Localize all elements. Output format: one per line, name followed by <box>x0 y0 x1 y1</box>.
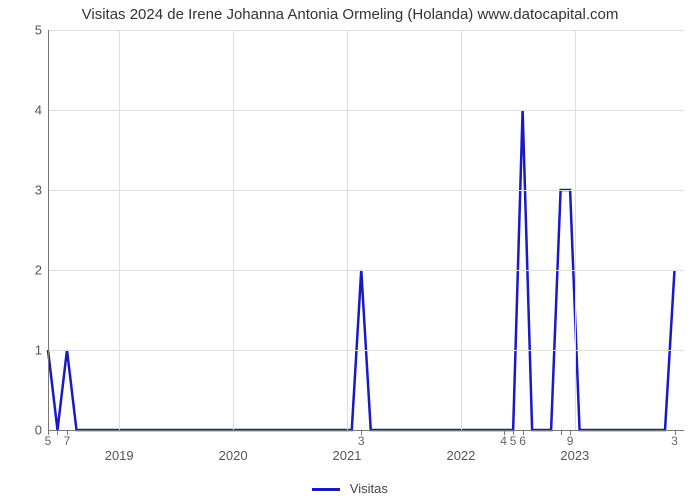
ytick-label: 5 <box>35 23 48 38</box>
xtick-minor: 3 <box>358 430 365 448</box>
gridline-v <box>461 30 462 430</box>
gridline-v <box>233 30 234 430</box>
legend-swatch <box>312 488 340 491</box>
xtick-year: 2023 <box>560 430 589 463</box>
ytick-label: 4 <box>35 103 48 118</box>
gridline-h <box>48 350 684 351</box>
xtick-minor: 7 <box>64 430 71 448</box>
ytick-label: 1 <box>35 343 48 358</box>
axis-line <box>48 430 684 431</box>
legend-label: Visitas <box>350 481 388 496</box>
gridline-v <box>347 30 348 430</box>
gridline-v <box>575 30 576 430</box>
xtick-minor: 4 <box>500 430 507 448</box>
xtick-minor: 5 <box>45 430 52 448</box>
series-line <box>48 30 684 430</box>
gridline-h <box>48 30 684 31</box>
legend: Visitas <box>0 481 700 496</box>
plot-area: 0123452019202020212022202357345693 <box>48 30 684 430</box>
xtick-minor: 9 <box>567 430 574 448</box>
gridline-h <box>48 190 684 191</box>
chart-title: Visitas 2024 de Irene Johanna Antonia Or… <box>0 6 700 23</box>
gridline-v <box>119 30 120 430</box>
xtick-minor: 6 <box>519 430 526 448</box>
gridline-h <box>48 110 684 111</box>
ytick-label: 2 <box>35 263 48 278</box>
ytick-label: 3 <box>35 183 48 198</box>
xtick-year: 2022 <box>446 430 475 463</box>
xtick-year: 2020 <box>219 430 248 463</box>
xtick-minor: 5 <box>510 430 517 448</box>
xtick-year: 2019 <box>105 430 134 463</box>
xtick-minor: 3 <box>671 430 678 448</box>
line-chart: Visitas 2024 de Irene Johanna Antonia Or… <box>0 0 700 500</box>
axis-line <box>48 30 49 430</box>
gridline-h <box>48 270 684 271</box>
